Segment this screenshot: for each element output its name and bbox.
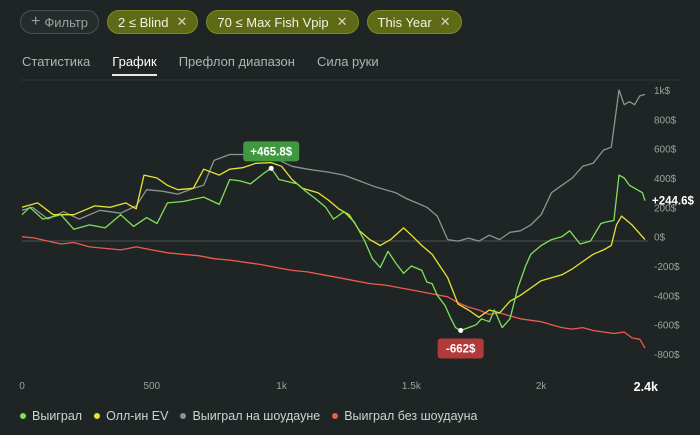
series-line-allin-ev: [21, 161, 646, 318]
tab-preflop-range[interactable]: Префлоп диапазон: [178, 54, 295, 69]
close-icon[interactable]: ✕: [439, 14, 451, 29]
y-tick-label: 1k$: [654, 86, 671, 97]
min-marker: [458, 328, 464, 334]
y-tick-label: 600$: [654, 145, 677, 156]
tab-bar: Статистика График Префлоп диапазон Сила …: [22, 54, 379, 76]
series-layer: [21, 89, 646, 349]
legend-dot: [180, 413, 187, 419]
filter-chip-label: This Year: [377, 14, 432, 30]
y-tick-label: 800$: [654, 115, 677, 126]
legend: Выиграл Олл-ин EV Выиграл на шоудауне Вы…: [20, 409, 478, 423]
legend-item-won[interactable]: Выиграл: [20, 409, 82, 423]
x-end-label: 2.4k: [634, 380, 658, 394]
series-line-no-showdown: [21, 236, 646, 349]
filter-chip-label: 70 ≤ Max Fish Vpip: [217, 14, 329, 30]
filter-chip-label: 2 ≤ Blind: [118, 14, 169, 30]
x-axis: 0 500 1k 1.5k 2k: [19, 381, 547, 392]
legend-label: Выиграл на шоудауне: [192, 409, 321, 423]
tab-statistics[interactable]: Статистика: [22, 54, 91, 69]
y-tick-label: -600$: [654, 321, 680, 332]
filter-chip-this-year[interactable]: This Year ✕: [366, 10, 462, 34]
tab-hand-strength[interactable]: Сила руки: [316, 54, 379, 69]
profit-chart: 1k$ 800$ 600$ 400$ 200$ 0$ -200$ -400$ -600$ -800…: [19, 79, 694, 394]
y-tick-label: -800$: [654, 350, 680, 361]
min-badge: -662$: [437, 338, 484, 359]
legend-item-showdown[interactable]: Выиграл на шоудауне: [180, 409, 320, 423]
max-marker: [268, 165, 274, 171]
plus-icon: +: [31, 13, 41, 30]
close-icon[interactable]: ✕: [176, 14, 188, 29]
series-line-won: [21, 167, 646, 332]
y-tick-label: 0$: [654, 233, 666, 244]
filter-bar: + Фильтр 2 ≤ Blind ✕ 70 ≤ Max Fish Vpip …: [20, 10, 462, 34]
min-badge-label: -662$: [446, 344, 476, 356]
y-tick-label: 200$: [654, 203, 677, 214]
max-badge-label: +465.8$: [250, 146, 292, 158]
x-tick-label: 2k: [536, 381, 548, 392]
legend-dot: [332, 413, 339, 419]
y-tick-label: -400$: [654, 291, 680, 302]
series-line-showdown: [21, 89, 646, 242]
legend-dot: [20, 413, 26, 419]
y-tick-label: -200$: [654, 262, 680, 273]
legend-label: Выиграл без шоудауна: [344, 409, 478, 423]
tab-graph[interactable]: График: [112, 54, 157, 76]
close-icon[interactable]: ✕: [336, 14, 348, 29]
y-tick-label: 400$: [654, 174, 677, 185]
x-tick-label: 0: [19, 381, 25, 392]
final-value-label: +244.6$: [652, 196, 694, 208]
x-tick-label: 1k: [276, 381, 288, 392]
filter-chip-blind[interactable]: 2 ≤ Blind ✕: [107, 10, 199, 34]
x-tick-label: 1.5k: [402, 381, 422, 392]
filter-chip-fish-vpip[interactable]: 70 ≤ Max Fish Vpip ✕: [206, 10, 359, 34]
max-badge-bg: [243, 141, 300, 162]
legend-label: Выиграл: [32, 409, 83, 423]
min-badge-bg: [437, 338, 484, 359]
add-filter-label: Фильтр: [44, 14, 89, 30]
legend-dot: [94, 413, 101, 419]
legend-item-allin-ev[interactable]: Олл-ин EV: [94, 409, 168, 423]
x-tick-label: 500: [143, 381, 160, 392]
add-filter-button[interactable]: + Фильтр: [20, 10, 100, 34]
legend-label: Олл-ин EV: [106, 409, 169, 423]
legend-item-no-showdown[interactable]: Выиграл без шоудауна: [332, 409, 478, 423]
y-axis: 1k$ 800$ 600$ 400$ 200$ 0$ -200$ -400$ -600$ -800…: [654, 86, 680, 361]
max-badge: +465.8$: [243, 141, 300, 162]
